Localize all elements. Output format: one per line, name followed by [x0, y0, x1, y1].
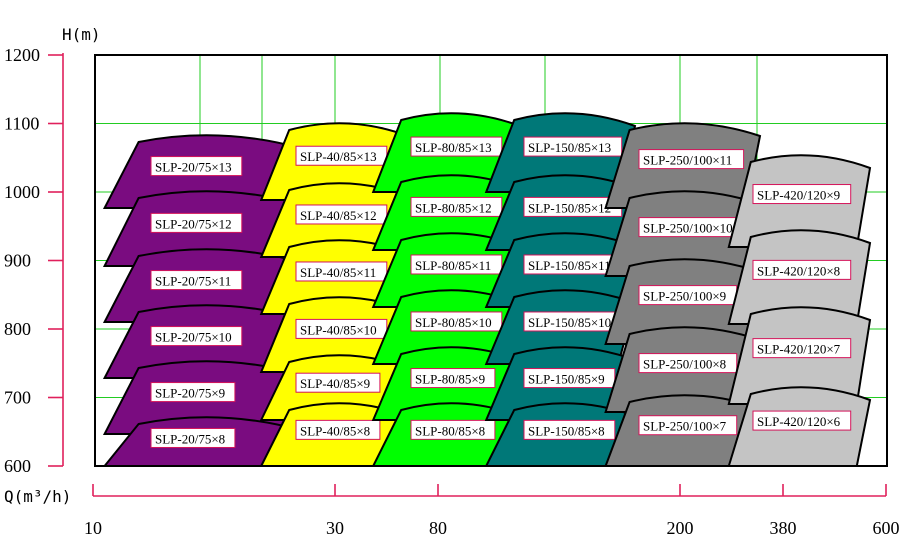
family-slp-250-100: SLP-250/100×11 SLP-250/100×10 SLP-250/100×…: [604, 122, 762, 467]
pump-label-box: [150, 427, 236, 448]
pump-model-label: SLP-150/85×12: [528, 200, 611, 215]
family-slp-20-75: SLP-20/75×13 SLP-20/75×12 SLP-20/75×11 SLP-…: [102, 134, 302, 467]
pump-model-label: SLP-80/85×12: [415, 200, 492, 215]
pump-label-box: [410, 368, 496, 389]
pump-label-box: [523, 368, 616, 389]
pump-model-label: SLP-40/85×13: [300, 149, 377, 164]
pump-model-label: SLP-150/85×9: [528, 372, 605, 387]
pump-model-label: SLP-20/75×12: [155, 216, 232, 231]
pump-model-label: SLP-250/100×11: [643, 153, 732, 168]
pump-model-label: SLP-150/85×10: [528, 315, 611, 330]
pump-label-box: [752, 184, 852, 205]
pump-model-label: SLP-20/75×10: [155, 330, 232, 345]
pump-label-box: [410, 311, 503, 332]
y-tick-label: 900: [4, 251, 31, 271]
pump-label-box: [150, 156, 243, 177]
pump-model-label: SLP-80/85×8: [415, 423, 485, 438]
pump-label-box: [410, 136, 503, 157]
pump-label-box: [752, 338, 852, 359]
axes: H(m) Q(m³/h) 1200 1100 1000 900 800 700 600 10 3…: [4, 25, 900, 538]
pump-label-box: [523, 419, 616, 440]
y-tick-label: 1000: [4, 182, 40, 202]
pump-model-label: SLP-80/85×13: [415, 140, 492, 155]
family-slp-40-85: SLP-40/85×13 SLP-40/85×12 SLP-40/85×11 SLP-…: [259, 122, 410, 467]
pump-model-label: SLP-80/85×11: [415, 258, 491, 273]
family-slp-80-85: SLP-80/85×13 SLP-80/85×12 SLP-80/85×11 SLP-…: [371, 112, 522, 467]
pump-label-box: [150, 382, 236, 403]
pump-model-label: SLP-40/85×8: [300, 423, 370, 438]
pump-model-label: SLP-80/85×10: [415, 315, 492, 330]
pump-model-label: SLP-40/85×10: [300, 322, 377, 337]
pump-model-label: SLP-420/120×8: [757, 263, 840, 278]
x-tick-label: 600: [873, 518, 900, 538]
pump-label-box: [638, 353, 738, 374]
y-tick-label: 800: [4, 319, 31, 339]
pump-label-box: [523, 136, 623, 157]
pump-label-box: [150, 212, 243, 233]
pump-label-box: [638, 415, 738, 436]
pump-model-label: SLP-150/85×8: [528, 423, 605, 438]
pump-model-label: SLP-250/100×9: [643, 289, 726, 304]
pump-label-box: [150, 326, 243, 347]
pump-model-label: SLP-80/85×9: [415, 372, 485, 387]
pump-model-label: SLP-40/85×9: [300, 376, 370, 391]
pump-model-label: SLP-40/85×12: [300, 208, 377, 223]
pump-model-label: SLP-150/85×11: [528, 258, 611, 273]
pump-model-label: SLP-420/120×9: [757, 188, 840, 203]
pump-label-box: [752, 259, 852, 280]
pump-model-label: SLP-150/85×13: [528, 140, 611, 155]
y-tick-label: 600: [4, 456, 31, 476]
pump-model-label: SLP-20/75×11: [155, 274, 231, 289]
x-axis-title: Q(m³/h): [4, 487, 71, 506]
x-tick-label: 200: [667, 518, 694, 538]
pump-label-box: [638, 149, 745, 170]
pump-label-box: [150, 270, 243, 291]
plot-frame: [94, 54, 888, 467]
pump-label-box: [295, 419, 381, 440]
pump-label-box: [295, 261, 388, 282]
family-slp-150-85: SLP-150/85×13 SLP-150/85×12 SLP-150/85×11 S…: [484, 112, 637, 467]
y-tick-label: 1200: [4, 45, 40, 65]
pump-tiles: SLP-20/75×13 SLP-20/75×12 SLP-20/75×11 SLP-…: [102, 112, 872, 467]
pump-model-label: SLP-420/120×7: [757, 342, 841, 357]
x-tick-label: 380: [770, 518, 797, 538]
pump-model-label: SLP-250/100×8: [643, 357, 726, 372]
y-tick-label: 700: [4, 388, 31, 408]
pump-label-box: [410, 254, 503, 275]
family-slp-420-120: SLP-420/120×9 SLP-420/120×8 SLP-420/120×7 S…: [727, 154, 872, 467]
x-tick-label: 10: [84, 518, 102, 538]
pump-model-label: SLP-20/75×8: [155, 431, 225, 446]
pump-label-box: [295, 372, 381, 393]
x-tick-label: 80: [429, 518, 447, 538]
pump-model-label: SLP-20/75×9: [155, 386, 225, 401]
pump-label-box: [410, 419, 496, 440]
x-tick-label: 30: [326, 518, 344, 538]
pump-model-label: SLP-250/100×7: [643, 419, 727, 434]
pump-label-box: [410, 196, 503, 217]
pump-model-label: SLP-420/120×6: [757, 414, 841, 429]
y-axis-title: H(m): [62, 25, 101, 44]
pump-label-box: [752, 410, 852, 431]
pump-model-label: SLP-40/85×11: [300, 265, 376, 280]
y-tick-label: 1100: [4, 114, 39, 134]
pump-model-label: SLP-250/100×10: [643, 221, 733, 236]
pump-model-label: SLP-20/75×13: [155, 160, 232, 175]
